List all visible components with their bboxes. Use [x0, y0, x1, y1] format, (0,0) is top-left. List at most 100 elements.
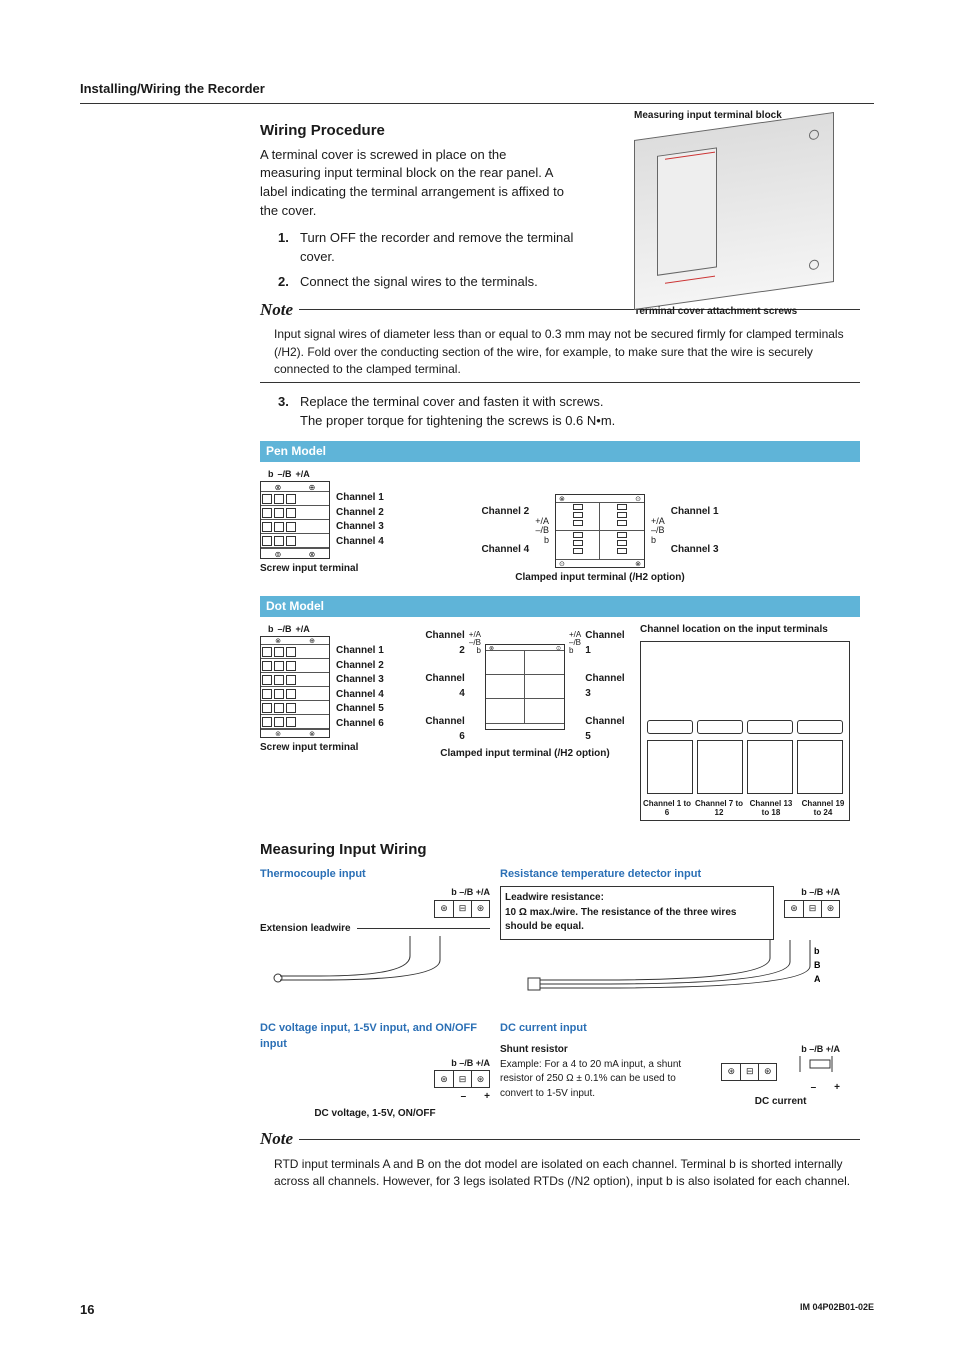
tc-terminals: ⊛⊟⊛	[434, 900, 490, 918]
pen-clamped-diagram: Channel 2 Channel 4 +/A –/B b ⊗⊙	[440, 494, 760, 586]
tc-termlbl: b –/B +/A	[260, 886, 490, 899]
note-1-body: Input signal wires of diameter less than…	[274, 326, 860, 378]
pen-screw-diagram: b –/B +/A ⊗⊕ ⊚⊗ Channel 1 Channel 2 Chan…	[260, 468, 420, 586]
rtd-title: Resistance temperature detector input	[500, 867, 840, 883]
step-3: 3.Replace the terminal cover and fasten …	[278, 393, 860, 431]
dot-pin-pA: +/A	[296, 623, 310, 636]
dci-shunt: Shunt resistor	[500, 1043, 711, 1058]
loc-g2: Channel 7 to 12	[693, 800, 745, 818]
dot-cl-lbl-b-r: b	[569, 647, 581, 655]
note-2-body: RTD input terminals A and B on the dot m…	[274, 1156, 860, 1191]
pen-clamp-ch1: Channel 1	[671, 505, 719, 520]
dot-cl-ch5: Channel 5	[585, 715, 624, 744]
svg-text:b: b	[814, 946, 820, 956]
rear-panel-figure: Measuring input terminal block Terminal …	[634, 110, 864, 318]
dci-terminals: ⊛⊟⊛	[721, 1063, 777, 1081]
rtd-note: Leadwire resistance: 10 Ω max./wire. The…	[500, 886, 774, 940]
loc-g4: Channel 19 to 24	[797, 800, 849, 818]
tc-leadwire: Extension leadwire	[260, 922, 351, 937]
pin-mB: –/B	[278, 468, 292, 481]
dot-cl-lbl-b-l: b	[469, 647, 481, 655]
pen-clamped-caption: Clamped input terminal (/H2 option)	[440, 571, 760, 586]
dot-ch3: Channel 3	[336, 673, 384, 688]
note-2-header: Note	[260, 1127, 860, 1152]
dot-location-diagram: Channel location on the input terminals …	[640, 623, 860, 821]
pen-clamp-ch2: Channel 2	[481, 505, 529, 520]
section-header: Installing/Wiring the Recorder	[80, 80, 874, 99]
dot-pin-b: b	[268, 623, 274, 636]
dot-ch6: Channel 6	[336, 717, 384, 732]
dci-caption: DC current	[721, 1095, 840, 1110]
loc-g1: Channel 1 to 6	[641, 800, 693, 818]
pen-model-bar: Pen Model	[260, 441, 860, 462]
dcv-termlbl: b –/B +/A	[260, 1057, 490, 1070]
step-2: 2.Connect the signal wires to the termin…	[278, 273, 588, 292]
dcv-block: DC voltage input, 1-5V input, and ON/OFF…	[260, 1021, 490, 1121]
tc-svg	[260, 936, 470, 986]
dcv-title: DC voltage input, 1-5V input, and ON/OFF…	[260, 1021, 490, 1053]
pen-screw-caption: Screw input terminal	[260, 562, 420, 577]
dci-pos: +	[834, 1081, 840, 1096]
lbl-b-l: b	[535, 536, 549, 546]
dot-cl-ch4: Channel 4	[425, 672, 464, 701]
svg-text:A: A	[814, 974, 820, 984]
dot-ch5: Channel 5	[336, 702, 384, 717]
dot-screw-caption: Screw input terminal	[260, 741, 410, 756]
thermocouple-block: Thermocouple input b –/B +/A ⊛⊟⊛ Extensi…	[260, 867, 490, 1006]
dci-shunt-svg	[780, 1056, 840, 1074]
step-1-text: Turn OFF the recorder and remove the ter…	[300, 229, 588, 267]
dci-shunt-note: Example: For a 4 to 20 mA input, a shunt…	[500, 1058, 711, 1102]
dot-cl-ch2: Channel 2	[425, 629, 464, 658]
pen-ch4: Channel 4	[336, 535, 384, 550]
rtd-terminals: ⊛⊟⊛	[784, 900, 840, 918]
dci-block: DC current input Shunt resistor Example:…	[500, 1021, 840, 1121]
dcv-pos: +	[484, 1090, 490, 1105]
rtd-block: Resistance temperature detector input Le…	[500, 867, 840, 1006]
callout-bottom: Terminal cover attachment screws	[634, 306, 864, 318]
pen-ch2: Channel 2	[336, 506, 384, 521]
dcv-neg: –	[461, 1090, 467, 1105]
dot-cl-ch3: Channel 3	[585, 672, 624, 701]
dot-cl-ch6: Channel 6	[425, 715, 464, 744]
tc-title: Thermocouple input	[260, 867, 490, 883]
dot-ch4: Channel 4	[336, 688, 384, 703]
pen-clamp-ch4: Channel 4	[481, 543, 529, 558]
dci-neg: –	[811, 1081, 817, 1096]
page-number: 16	[80, 1301, 94, 1320]
dot-loc-title: Channel location on the input terminals	[640, 623, 860, 638]
dot-ch2: Channel 2	[336, 659, 384, 674]
dcv-caption: DC voltage, 1-5V, ON/OFF	[260, 1107, 490, 1122]
pin-pA: +/A	[296, 468, 310, 481]
note-1-title: Note	[260, 298, 293, 323]
dot-ch1: Channel 1	[336, 644, 384, 659]
doc-code: IM 04P02B01-02E	[800, 1301, 874, 1320]
page-footer: 16 IM 04P02B01-02E	[80, 1301, 874, 1320]
pin-b: b	[268, 468, 274, 481]
step-3-text: Replace the terminal cover and fasten it…	[300, 393, 615, 431]
rear-panel-drawing	[634, 112, 834, 310]
dci-title: DC current input	[500, 1021, 840, 1037]
note-2-title: Note	[260, 1127, 293, 1152]
note-1-end-rule	[260, 382, 860, 383]
dot-clamped-diagram: Channel 2 Channel 4 Channel 6 +/A –/B b …	[430, 623, 620, 821]
pen-ch3: Channel 3	[336, 520, 384, 535]
dci-termlbl: b –/B +/A	[721, 1043, 840, 1056]
pen-ch1: Channel 1	[336, 491, 384, 506]
lbl-b-r: b	[651, 536, 665, 546]
dot-cl-ch1: Channel 1	[585, 629, 624, 658]
wiring-procedure-intro: A terminal cover is screwed in place on …	[260, 146, 570, 221]
dot-clamped-caption: Clamped input terminal (/H2 option)	[430, 747, 620, 762]
dot-pin-mB: –/B	[278, 623, 292, 636]
dot-screw-diagram: b –/B +/A ⊗⊕ ⊚⊗ Channel 1 Channel 2	[260, 623, 410, 821]
svg-text:B: B	[814, 960, 820, 970]
pen-clamp-ch3: Channel 3	[671, 543, 719, 558]
step-1: 1.Turn OFF the recorder and remove the t…	[278, 229, 588, 267]
step-2-text: Connect the signal wires to the terminal…	[300, 273, 538, 292]
miw-title: Measuring Input Wiring	[260, 839, 860, 861]
rtd-termlbl: b –/B +/A	[784, 886, 840, 899]
dcv-terminals: ⊛⊟⊛	[434, 1070, 490, 1088]
section-rule	[80, 103, 874, 104]
loc-g3: Channel 13 to 18	[745, 800, 797, 818]
rtd-svg: b B A	[500, 940, 820, 1000]
dot-model-bar: Dot Model	[260, 596, 860, 617]
